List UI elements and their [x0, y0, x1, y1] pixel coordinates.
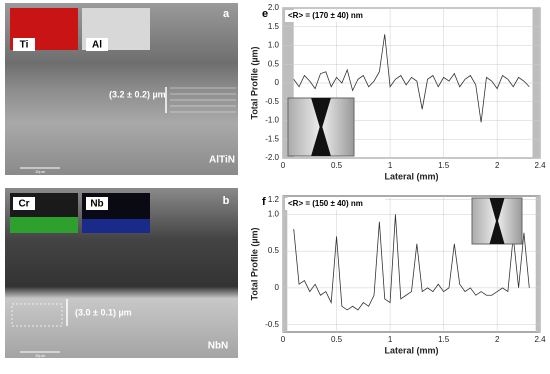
x-tick-label: 2 [495, 161, 500, 170]
panel-letter: f [262, 196, 266, 208]
label-box [86, 38, 108, 51]
thickness-label: (3.0 ± 0.1) µm [75, 307, 132, 317]
y-tick-label: 1.2 [268, 195, 280, 204]
layer-box [11, 303, 63, 327]
y-tick-label: 1.0 [268, 209, 280, 218]
material-label: AlTiN [209, 155, 235, 166]
x-tick-label: 1.5 [438, 161, 450, 170]
panel-letter: e [262, 8, 268, 20]
profile-line [293, 34, 530, 123]
panel-letter: a [223, 8, 230, 20]
x-axis-label: Lateral (mm) [384, 345, 438, 355]
y-axis-label: Total Profile (µm) [249, 46, 259, 119]
material-label: NbN [208, 341, 229, 352]
annotation-box [285, 10, 385, 22]
y-axis-label: Total Profile (µm) [249, 227, 259, 300]
label-box [86, 197, 108, 210]
panel-letter: b [223, 195, 230, 207]
y-tick-label: 0 [275, 78, 280, 87]
y-tick-label: 0.5 [268, 246, 280, 255]
x-tick-label: 0 [281, 335, 286, 344]
map-label: Cr [18, 199, 29, 210]
y-tick-label: 0 [275, 283, 280, 292]
y-tick-label: -0.5 [265, 97, 279, 106]
y-tick-label: -1.0 [265, 116, 279, 125]
y-tick-label: 1.0 [268, 41, 280, 50]
x-tick-label: 0.5 [331, 335, 343, 344]
map-label: Al [92, 40, 102, 51]
y-tick-label: -2.0 [265, 153, 279, 162]
eds-map [10, 217, 78, 233]
eds-map [82, 219, 150, 233]
x-tick-label: 1 [388, 335, 393, 344]
scale-label: 10µm [35, 353, 46, 358]
scale-label: 10µm [35, 169, 46, 174]
annotation: <R> = (150 ± 40) nm [288, 199, 363, 208]
shaded-range [535, 196, 540, 332]
y-tick-label: 0.5 [268, 59, 280, 68]
label-box [13, 197, 35, 210]
annotation-box [285, 198, 385, 210]
thickness-label: (3.2 ± 0.2) µm [109, 89, 166, 99]
profile-line [293, 214, 530, 311]
x-tick-label: 2 [495, 335, 500, 344]
label-box [13, 38, 35, 51]
layer-lines [170, 87, 236, 113]
map-label: Nb [90, 199, 103, 210]
x-tick-label: 2.4 [534, 161, 546, 170]
y-tick-label: 1.5 [268, 22, 280, 31]
y-tick-label: 2.0 [268, 3, 280, 12]
x-tick-label: 1.5 [438, 335, 450, 344]
x-tick-label: 0.5 [331, 161, 343, 170]
x-tick-label: 1 [388, 161, 393, 170]
inset-image [311, 98, 331, 156]
annotation: <R> = (170 ± 40) nm [288, 11, 363, 20]
map-label: Ti [20, 40, 29, 51]
x-tick-label: 0 [281, 161, 286, 170]
inset-image [489, 198, 505, 244]
x-tick-label: 2.4 [534, 335, 546, 344]
y-tick-label: -1.5 [265, 134, 279, 143]
y-tick-label: -0.5 [265, 320, 279, 329]
x-axis-label: Lateral (mm) [384, 171, 438, 181]
shaded-range [283, 196, 288, 332]
